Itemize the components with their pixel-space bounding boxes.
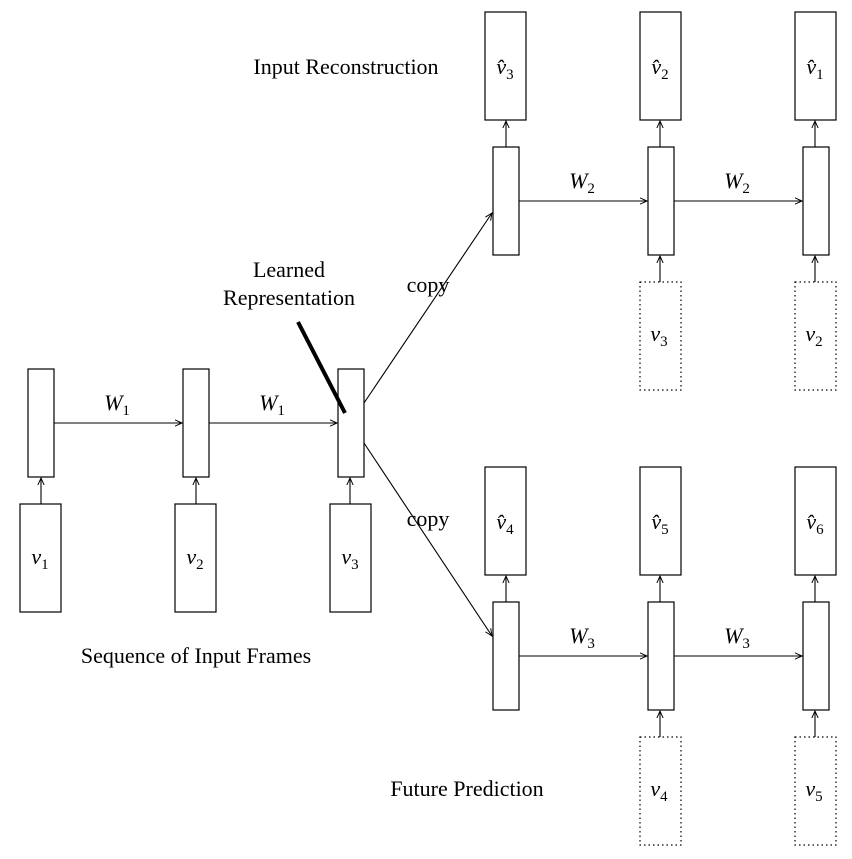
learned-label-line2: Representation xyxy=(223,285,355,310)
sequence-of-input-frames-label: Sequence of Input Frames xyxy=(81,643,311,668)
reconstruction-output-box-1 xyxy=(484,11,527,121)
reconstruction-lstm-cell-3 xyxy=(802,146,830,256)
reconstruction-weight-label-1: W2 xyxy=(569,168,595,197)
encoder-input-frame-1 xyxy=(19,503,62,613)
prediction-conditioning-label-2: v5 xyxy=(805,776,822,805)
encoder-input-frame-2 xyxy=(174,503,217,613)
encoder-input-label-1: v1 xyxy=(31,544,48,573)
prediction-output-label-2: v̂5 xyxy=(651,509,668,538)
reconstruction-output-label-1: v̂3 xyxy=(496,54,513,83)
reconstruction-lstm-cell-2 xyxy=(647,146,675,256)
reconstruction-conditioning-box-2 xyxy=(794,281,837,391)
prediction-conditioning-box-1 xyxy=(639,736,682,846)
prediction-conditioning-label-1: v4 xyxy=(650,776,668,805)
encoder-lstm-cell-3 xyxy=(337,368,365,478)
reconstruction-weight-label-2: W2 xyxy=(724,168,750,197)
learned-representation-pointer xyxy=(296,321,347,414)
prediction-lstm-cell-3 xyxy=(802,601,830,711)
copy-label-top: copy xyxy=(407,272,450,297)
encoder-input-label-2: v2 xyxy=(186,544,203,573)
input-reconstruction-label: Input Reconstruction xyxy=(253,54,438,79)
prediction-output-box-2 xyxy=(639,466,682,576)
prediction-output-label-1: v̂4 xyxy=(496,509,514,538)
prediction-output-box-3 xyxy=(794,466,837,576)
encoder-weight-label-1: W1 xyxy=(104,390,130,419)
reconstruction-conditioning-box-1 xyxy=(639,281,682,391)
reconstruction-lstm-cell-1 xyxy=(492,146,520,256)
copy-arrow-to-reconstruction xyxy=(363,213,492,404)
copy-label-bottom: copy xyxy=(407,506,450,531)
prediction-output-box-1 xyxy=(484,466,527,576)
reconstruction-conditioning-label-2: v2 xyxy=(805,321,822,350)
reconstruction-output-box-2 xyxy=(639,11,682,121)
prediction-weight-label-2: W3 xyxy=(724,623,750,652)
reconstruction-output-label-3: v̂1 xyxy=(806,54,823,83)
learned-label-line1: Learned xyxy=(253,257,325,282)
reconstruction-conditioning-label-1: v3 xyxy=(650,321,667,350)
prediction-lstm-cell-1 xyxy=(492,601,520,711)
reconstruction-output-box-3 xyxy=(794,11,837,121)
prediction-output-label-3: v̂6 xyxy=(806,509,824,538)
encoder-lstm-cell-2 xyxy=(182,368,210,478)
prediction-weight-label-1: W3 xyxy=(569,623,595,652)
encoder-input-label-3: v3 xyxy=(341,544,358,573)
future-prediction-label: Future Prediction xyxy=(390,776,543,801)
copy-arrow-to-prediction xyxy=(363,442,492,636)
prediction-lstm-cell-2 xyxy=(647,601,675,711)
reconstruction-output-label-2: v̂2 xyxy=(651,54,668,83)
encoder-lstm-cell-1 xyxy=(27,368,55,478)
encoder-weight-label-2: W1 xyxy=(259,390,285,419)
prediction-conditioning-box-2 xyxy=(794,736,837,846)
